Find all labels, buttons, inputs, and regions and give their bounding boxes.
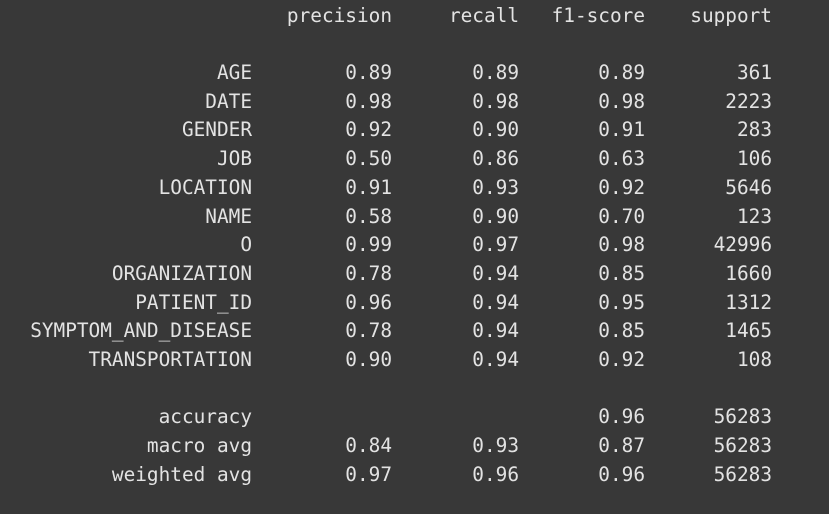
f1-value: 0.87 [598,434,645,458]
recall-value: 0.96 [472,462,519,486]
precision-value: 0.92 [345,118,392,142]
support-value: 2223 [725,89,772,113]
row-label: PATIENT_ID [135,290,252,314]
support-value: 56283 [713,462,772,486]
f1-value: 0.92 [598,348,645,371]
f1-value: 0.63 [598,147,645,171]
support-value: 1660 [725,261,772,285]
table-row: NAME 0.58 0.90 0.70 123 [0,203,829,232]
recall-value: 0.94 [472,261,519,285]
support-value: 56283 [713,405,772,429]
f1-value: 0.91 [598,118,645,142]
recall-value: 0.90 [472,118,519,142]
precision-value: 0.98 [345,89,392,113]
support-value: 5646 [725,175,772,199]
header-row: precision recall f1-score support [0,2,829,31]
table-row: SYMPTOM_AND_DISEASE 0.78 0.94 0.85 1465 [0,317,829,346]
precision-value: 0.78 [345,319,392,343]
table-row: DATE 0.98 0.98 0.98 2223 [0,88,829,117]
support-value: 106 [736,147,772,171]
table-row: TRANSPORTATION 0.90 0.94 0.92 108 [0,346,829,375]
recall-value: 0.94 [472,319,519,343]
support-value: 283 [736,118,772,142]
precision-value: 0.91 [345,175,392,199]
precision-value: 0.78 [345,261,392,285]
summary-row-macro-avg: macro avg 0.84 0.93 0.87 56283 [0,432,829,461]
table-row: JOB 0.50 0.86 0.63 106 [0,145,829,174]
table-row: GENDER 0.92 0.90 0.91 283 [0,116,829,145]
recall-value: 0.98 [472,89,519,113]
recall-value: 0.94 [472,290,519,314]
recall-value: 0.89 [472,61,519,84]
row-label: ORGANIZATION [111,261,252,285]
row-label: SYMPTOM_AND_DISEASE [30,319,252,343]
recall-value: 0.93 [472,175,519,199]
row-label: AGE [216,61,252,84]
precision-value: 0.96 [345,290,392,314]
table-row: AGE 0.89 0.89 0.89 361 [0,59,829,88]
header-precision: precision [286,4,392,27]
recall-value: 0.94 [472,348,519,371]
recall-value: 0.93 [472,434,519,458]
precision-value: 0.97 [345,462,392,486]
row-label: LOCATION [158,175,252,199]
row-label: JOB [216,147,252,171]
f1-value: 0.96 [598,462,645,486]
recall-value: 0.97 [472,233,519,257]
header-f1-score: f1-score [551,4,645,27]
row-label: weighted avg [111,462,252,486]
support-value: 361 [736,61,772,84]
summary-row-accuracy: accuracy 0.96 56283 [0,403,829,432]
precision-value: 0.84 [345,434,392,458]
row-label: TRANSPORTATION [88,348,252,371]
table-row: O 0.99 0.97 0.98 42996 [0,231,829,260]
f1-value: 0.70 [598,204,645,228]
header-recall: recall [448,4,519,27]
support-value: 56283 [713,434,772,458]
support-value: 108 [736,348,772,371]
row-label: GENDER [181,118,252,142]
f1-value: 0.89 [598,61,645,84]
row-label: macro avg [146,434,252,458]
summary-row-weighted-avg: weighted avg 0.97 0.96 0.96 56283 [0,461,829,490]
precision-value: 0.58 [345,204,392,228]
table-row: PATIENT_ID 0.96 0.94 0.95 1312 [0,289,829,318]
row-label: DATE [205,89,252,113]
f1-value: 0.98 [598,233,645,257]
support-value: 1312 [725,290,772,314]
table-row: ORGANIZATION 0.78 0.94 0.85 1660 [0,260,829,289]
row-label: accuracy [158,405,252,429]
precision-value: 0.50 [345,147,392,171]
precision-value: 0.89 [345,61,392,84]
row-label: O [240,233,252,257]
support-value: 42996 [713,233,772,257]
f1-value: 0.85 [598,261,645,285]
f1-value: 0.92 [598,175,645,199]
precision-value: 0.99 [345,233,392,257]
precision-value: 0.90 [345,348,392,371]
f1-value: 0.95 [598,290,645,314]
row-label: NAME [205,204,252,228]
f1-value: 0.96 [598,405,645,429]
header-support: support [690,4,772,27]
support-value: 123 [736,204,772,228]
f1-value: 0.85 [598,319,645,343]
table-row: LOCATION 0.91 0.93 0.92 5646 [0,174,829,203]
recall-value: 0.86 [472,147,519,171]
f1-value: 0.98 [598,89,645,113]
support-value: 1465 [725,319,772,343]
recall-value: 0.90 [472,204,519,228]
